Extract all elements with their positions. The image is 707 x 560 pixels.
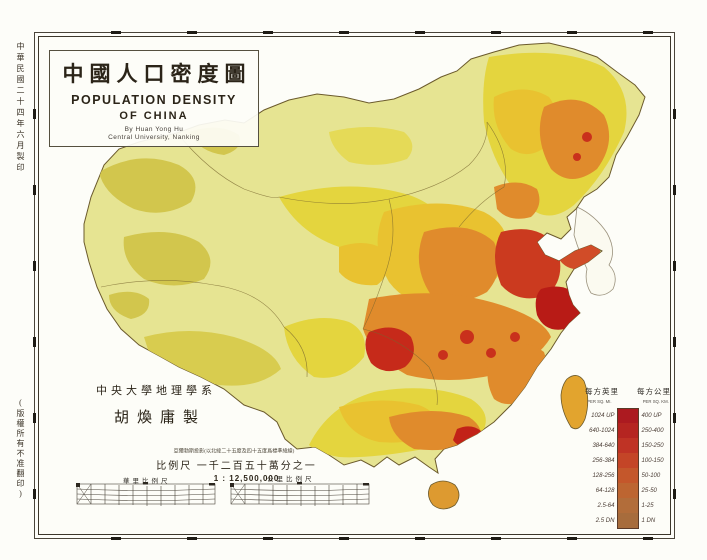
density-legend: 每方英里 每方公里 PER SQ. MI. PER SQ. KM. 1024 U…: [585, 386, 671, 529]
legend-value-per-sq-mi: 256-384: [592, 457, 615, 464]
legend-value-per-sq-mi: 128-256: [592, 472, 615, 479]
legend-color-swatch: [617, 453, 639, 468]
legend-header-km-en: PER SQ. KM.: [642, 399, 669, 404]
legend-header-km-zh: 每方公里: [637, 387, 671, 396]
legend-color-swatch: [617, 407, 639, 424]
legend-value-per-sq-mi: 384-640: [592, 442, 615, 449]
li-scalebar: [76, 482, 216, 506]
scale-ratio: 1 : 12,500,000: [213, 474, 280, 483]
legend-value-per-sq-mi: 1024 UP: [591, 412, 615, 419]
china-density-map: [83, 42, 646, 510]
legend-color-swatch: [617, 423, 639, 438]
legend-header-mi-zh: 每方英里: [585, 387, 619, 396]
graticule-ticks-bottom: [45, 537, 664, 540]
km-scalebar-label: 公里比例尺: [267, 476, 315, 483]
map-title-en-line1: POPULATION DENSITY: [71, 93, 237, 107]
hainan-island: [428, 480, 460, 510]
taiwan-island: [560, 375, 589, 430]
legend-row: 2.5-64 1-25: [585, 498, 671, 513]
scale-label-zh: 比例尺 一千二百五十萬分之一: [156, 461, 317, 472]
legend-row: 640-1024 250-400: [585, 423, 671, 438]
author-name: 胡煥庸製: [113, 410, 206, 426]
legend-row: 384-640 150-250: [585, 438, 671, 453]
graticule-ticks-top: [45, 31, 664, 34]
author-department: 中央大學地理學系: [96, 385, 216, 397]
legend-value-per-sq-km: 400 UP: [641, 412, 662, 419]
margin-copyright-note: (版權所有不准翻印): [16, 398, 25, 500]
legend-header-mi-en: PER SQ. MI.: [587, 399, 612, 404]
legend-row: 64-128 25-50: [585, 483, 671, 498]
projection-note: 亞爾勃斯投影(以北緯二十五度及四十五度爲標準緯線): [173, 449, 295, 455]
legend-row: 256-384 100-150: [585, 453, 671, 468]
map-title-en-line2: OF CHINA: [119, 110, 189, 122]
legend-value-per-sq-mi: 64-128: [595, 487, 615, 494]
legend-value-per-sq-km: 250-400: [641, 427, 664, 434]
legend-value-per-sq-km: 50-100: [641, 472, 661, 479]
legend-color-swatch: [617, 498, 639, 513]
legend-color-swatch: [617, 468, 639, 483]
margin-date-note: 中華民國二十四年六月製印: [16, 42, 25, 174]
graticule-ticks-left: [33, 43, 36, 528]
legend-value-per-sq-km: 100-150: [641, 457, 664, 464]
legend-row: 128-256 50-100: [585, 468, 671, 483]
legend-value-per-sq-km: 1-25: [641, 502, 654, 509]
legend-row: 1024 UP 400 UP: [585, 407, 671, 424]
legend-value-per-sq-mi: 640-1024: [589, 427, 615, 434]
legend-rows: 1024 UP 400 UP 640-1024 250-400 384-640 150-2…: [585, 407, 671, 529]
legend-color-swatch: [617, 512, 639, 529]
title-box: 中國人口密度圖 POPULATION DENSITY OF CHINA By H…: [49, 50, 259, 147]
legend-value-per-sq-km: 25-50: [641, 487, 657, 494]
graticule-ticks-right: [673, 43, 676, 528]
legend-color-swatch: [617, 483, 639, 498]
li-scalebar-label: 華里比例尺: [123, 478, 171, 485]
legend-value-per-sq-mi: 2.5-64: [597, 502, 615, 509]
legend-value-per-sq-km: 150-250: [641, 442, 664, 449]
legend-color-swatch: [617, 438, 639, 453]
legend-value-per-sq-km: 1 DN: [641, 517, 656, 524]
author-block: 中央大學地理學系 胡煥庸製: [76, 382, 236, 427]
map-title-zh: 中國人口密度圖: [62, 62, 252, 86]
map-affiliation: Central University, Nanking: [108, 134, 200, 141]
km-scalebar: [230, 482, 370, 506]
map-frame: 中國人口密度圖 POPULATION DENSITY OF CHINA By H…: [33, 31, 676, 540]
legend-value-per-sq-mi: 2.5 DN: [595, 517, 615, 524]
legend-row: 2.5 DN 1 DN: [585, 512, 671, 529]
map-byline: By Huan Yong Hu: [124, 126, 184, 133]
